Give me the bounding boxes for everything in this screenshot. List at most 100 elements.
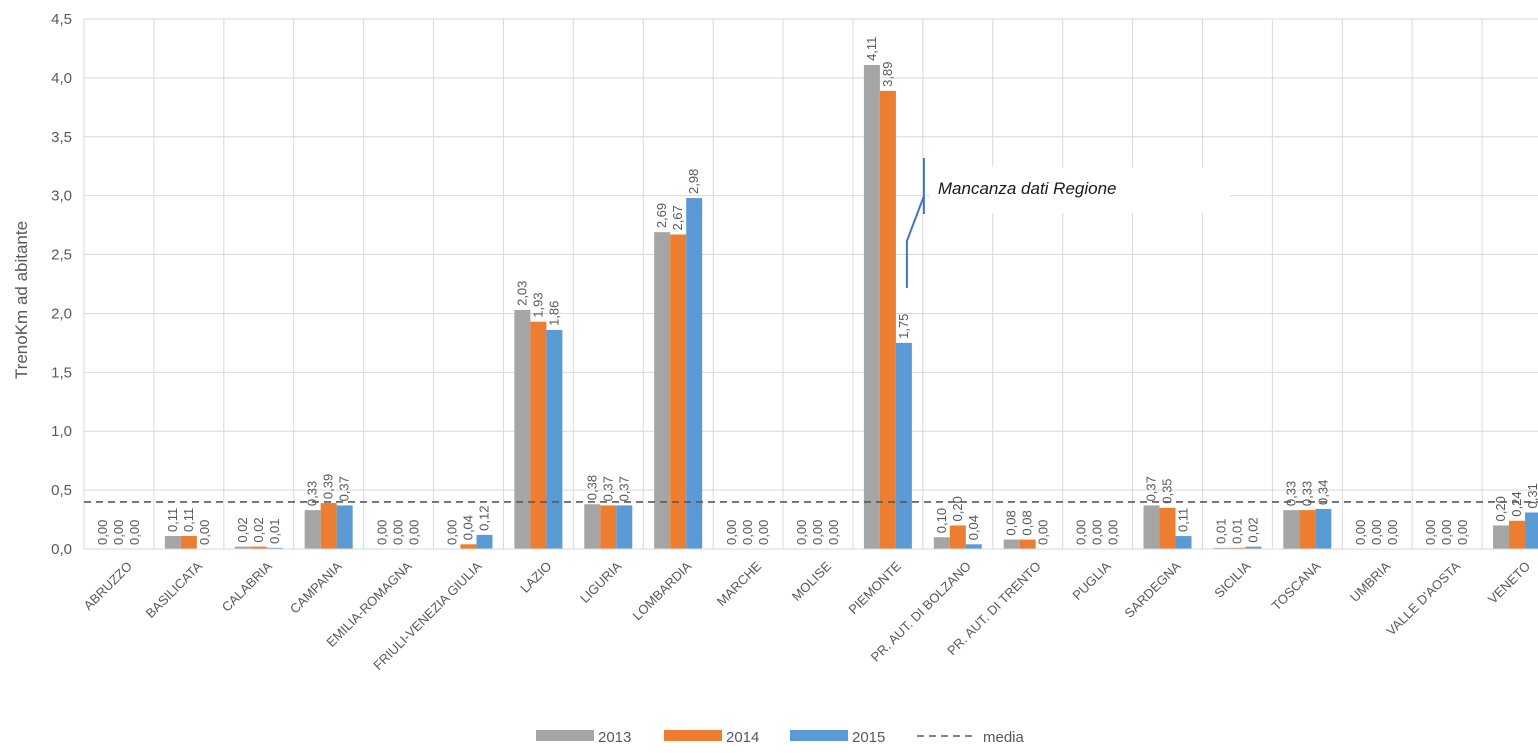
bar-2013 <box>1283 510 1300 549</box>
data-label: 0,39 <box>321 474 336 499</box>
data-label: 0,00 <box>197 520 212 545</box>
data-label: 1,75 <box>896 314 911 339</box>
data-label: 0,02 <box>1245 517 1260 542</box>
bar-2014 <box>1229 547 1246 549</box>
data-label: 0,38 <box>584 475 599 500</box>
y-axis-ticks: 0,0 0,5 1,0 1,5 2,0 2,5 3,0 3,5 4,0 4,5 <box>51 11 72 558</box>
data-label: 0,00 <box>444 520 459 545</box>
bar-2014 <box>879 90 896 549</box>
data-label: 0,10 <box>934 508 949 533</box>
bar-2014 <box>1299 510 1316 549</box>
data-label: 0,00 <box>756 520 771 545</box>
data-label: 0,11 <box>181 508 196 532</box>
bar-2015 <box>336 505 353 549</box>
bar-2013 <box>584 504 601 549</box>
data-label: 0,00 <box>1385 520 1400 545</box>
data-label: 0,12 <box>476 506 491 531</box>
x-tick-label: VENETO <box>1485 559 1533 607</box>
x-tick-label: LAZIO <box>517 559 554 596</box>
data-label: 0,04 <box>966 515 981 540</box>
bar-2014 <box>949 525 966 549</box>
data-label: 0,00 <box>1369 520 1384 545</box>
bar-2014 <box>600 505 617 549</box>
bar-2013 <box>234 546 251 549</box>
x-tick-label: CALABRIA <box>219 558 275 614</box>
bar-2013 <box>1003 539 1020 549</box>
data-label: 0,37 <box>337 476 352 501</box>
data-label: 4,11 <box>864 37 879 61</box>
data-label: 2,67 <box>670 205 685 230</box>
bar-2014 <box>530 321 547 549</box>
bar-2015 <box>895 342 912 549</box>
bar-2015 <box>1315 508 1332 549</box>
legend-label: 2015 <box>852 729 885 746</box>
legend-swatch-2015 <box>790 730 848 741</box>
x-tick-label: LOMBARDIA <box>630 558 695 623</box>
legend-swatch-2014 <box>664 730 722 741</box>
data-label: 0,08 <box>1020 510 1035 535</box>
x-tick-label: PIEMONTE <box>845 558 904 617</box>
data-label: 0,37 <box>616 476 631 501</box>
bar-2013 <box>514 309 531 549</box>
data-label: 2,69 <box>654 203 669 228</box>
bar-2015 <box>266 547 283 549</box>
bar-2013 <box>933 537 950 549</box>
data-label: 0,01 <box>267 519 282 544</box>
bar-2015 <box>965 544 982 549</box>
data-label: 0,00 <box>1074 520 1089 545</box>
x-tick-label: TOSCANA <box>1269 558 1324 613</box>
bar-2014 <box>1019 539 1036 549</box>
y-axis-title: TrenoKm ad abitante <box>12 221 31 379</box>
x-tick-label: SICILIA <box>1211 558 1254 601</box>
x-tick-label: ABRUZZO <box>81 559 136 614</box>
bar-2013 <box>654 232 671 549</box>
legend: 2013 2014 2015 media <box>536 729 1025 746</box>
data-label: 0,00 <box>1036 520 1051 545</box>
data-label: 0,33 <box>305 481 320 506</box>
x-tick-label: LIGURIA <box>577 558 625 606</box>
data-label: 0,00 <box>810 520 825 545</box>
y-tick-label: 1,5 <box>51 364 72 381</box>
data-label: 0,24 <box>1509 491 1524 516</box>
annotation-box <box>929 167 1230 213</box>
data-label: 2,98 <box>686 169 701 194</box>
y-tick-label: 4,5 <box>51 11 72 28</box>
legend-label: media <box>983 729 1025 746</box>
annotation-text: Mancanza dati Regione <box>938 179 1117 198</box>
y-tick-label: 3,0 <box>51 188 72 205</box>
data-label: 3,89 <box>880 62 895 87</box>
legend-label: 2014 <box>726 729 759 746</box>
data-label: 0,20 <box>950 496 965 521</box>
data-labels: 0,00 0,11 0,020,330,00 0,002,030,382,690,00… <box>95 37 1538 545</box>
data-label: 0,37 <box>1144 476 1159 501</box>
x-tick-label: BASILICATA <box>143 558 206 621</box>
data-label: 0,00 <box>95 520 110 545</box>
y-tick-label: 0,0 <box>51 541 72 558</box>
y-tick-label: 2,0 <box>51 305 72 322</box>
bar-2015 <box>616 505 633 549</box>
y-tick-label: 4,0 <box>51 70 72 87</box>
data-label: 0,00 <box>1455 520 1470 545</box>
data-label: 0,00 <box>1090 520 1105 545</box>
gridlines <box>83 18 1538 549</box>
bar-2015 <box>476 534 493 549</box>
bar-series <box>164 64 1538 550</box>
x-tick-label: UMBRIA <box>1347 558 1394 605</box>
data-label: 0,00 <box>826 520 841 545</box>
bar-2013 <box>304 510 321 549</box>
data-label: 0,11 <box>1176 508 1191 532</box>
data-label: 0,00 <box>724 520 739 545</box>
bar-2013 <box>1493 525 1510 549</box>
bar-2013 <box>1143 505 1160 549</box>
x-tick-label: CAMPANIA <box>287 558 345 616</box>
data-label: 2,03 <box>514 281 529 306</box>
data-label: 0,00 <box>111 520 126 545</box>
x-axis-ticks: ABRUZZO BASILICATA CALABRIA CAMPANIAEMILIA-… <box>81 558 1534 673</box>
data-label: 0,00 <box>127 520 142 545</box>
annotation: Mancanza dati Regione <box>905 158 1230 288</box>
x-tick-label: PUGLIA <box>1069 558 1114 603</box>
bar-2014 <box>180 536 197 549</box>
bar-2013 <box>1213 547 1230 549</box>
y-tick-label: 0,5 <box>51 482 72 499</box>
data-label: 0,08 <box>1004 510 1019 535</box>
